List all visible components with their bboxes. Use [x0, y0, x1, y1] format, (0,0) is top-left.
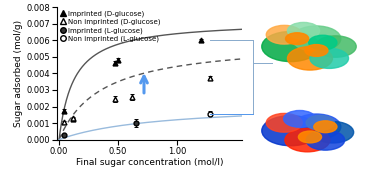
Ellipse shape [305, 45, 328, 56]
Ellipse shape [262, 32, 319, 62]
Ellipse shape [310, 48, 349, 68]
Ellipse shape [266, 25, 302, 44]
Ellipse shape [266, 113, 302, 132]
X-axis label: Final sugar concentration (mol/l): Final sugar concentration (mol/l) [76, 158, 223, 167]
Y-axis label: Sugar adsorbed (mol/g): Sugar adsorbed (mol/g) [14, 20, 23, 127]
Ellipse shape [292, 26, 341, 51]
Ellipse shape [285, 33, 309, 45]
Ellipse shape [285, 128, 330, 152]
Ellipse shape [262, 116, 319, 146]
Ellipse shape [313, 122, 354, 143]
Ellipse shape [284, 110, 316, 127]
Ellipse shape [292, 114, 341, 139]
Ellipse shape [287, 47, 332, 70]
Ellipse shape [315, 36, 356, 57]
Ellipse shape [306, 130, 345, 150]
Ellipse shape [306, 115, 335, 130]
Ellipse shape [309, 35, 337, 50]
Legend: Imprinted (D-glucose), Non imprinted (D-glucose), Imprinted (L-glucose), Non imp: Imprinted (D-glucose), Non imprinted (D-… [58, 9, 163, 44]
Ellipse shape [314, 121, 337, 133]
Ellipse shape [287, 22, 319, 39]
Ellipse shape [298, 131, 322, 143]
